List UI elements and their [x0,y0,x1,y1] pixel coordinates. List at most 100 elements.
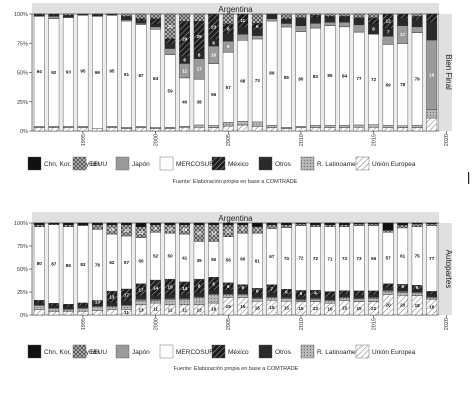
bar-segment [48,305,60,308]
bar-segment [324,224,336,227]
bar-segment [150,26,161,30]
data-label: 14 [153,285,159,290]
bar-segment [397,127,409,132]
bar-segment [397,222,409,226]
legend-swatch [258,344,273,359]
bar-segment [48,222,60,225]
bar-segment [426,22,438,41]
data-label: 79 [415,77,421,82]
data-label: 69 [386,82,392,87]
bar-segment [324,13,336,17]
data-label: 87 [138,73,144,78]
data-label: 6 [212,281,215,286]
bar-segment [339,17,350,23]
legend-swatch [355,344,370,359]
facet-strip-bottom [439,223,452,315]
data-label: 16 [327,307,333,312]
bar-segment [77,308,89,312]
y-axis-bottom: 0% 25% 50% 75% 100% [14,221,32,319]
bar-segment [426,117,438,132]
data-label: 74 [284,256,290,261]
bar-segment [222,294,234,298]
legend-swatch [211,156,226,171]
bar-segment [266,13,278,19]
title-strip-top [32,3,439,14]
data-label: 57 [386,256,392,261]
bar-segment [251,298,263,302]
data-label: 16 [211,52,217,57]
bar-segment [353,127,365,132]
legend-label: Japón [132,161,150,168]
bar-segment [353,222,365,225]
bar-segment [310,224,321,227]
bar-segment [266,18,278,22]
data-label: 86 [66,263,72,268]
legend-label: Unión Europea [372,349,416,356]
bars-bottom [33,222,438,316]
data-label: 85 [327,73,333,78]
data-label: 83 [80,262,86,267]
bar-segment [382,287,394,291]
bar-segment [339,297,350,301]
bar-segment [121,300,132,305]
bar-segment [411,13,423,17]
bar-segment [135,300,147,306]
bar-segment [295,18,307,26]
bar-segment [237,124,249,132]
bar-segment [48,311,60,316]
data-label: 72 [313,256,319,261]
bar-segment [208,125,220,128]
bar-segment [411,19,423,28]
bar-segment [62,311,74,316]
bar-segment [77,305,89,308]
bar-segment [33,309,45,316]
data-label: 11 [124,310,129,315]
bar-segment [426,297,438,300]
x-tick-label: 1995 [81,318,87,330]
data-label: 25 [197,34,203,39]
data-label: 72 [371,77,377,82]
data-label: 6 [416,285,419,290]
data-label: 7 [271,286,274,291]
data-label: 50 [138,258,144,263]
bar-segment [426,109,438,119]
data-label: 16 [429,305,435,310]
bar-segment [411,222,423,225]
bar-segment [266,224,278,229]
bar-segment [193,222,205,226]
bar-segment [121,222,132,226]
bar-segment [411,127,423,132]
bar-segment [179,13,191,22]
bar-segment [251,13,263,24]
bar-segment [121,17,132,21]
bar-segment [295,17,307,19]
legend-swatch [27,344,42,359]
legend-label: MERCOSUR [176,349,214,356]
data-label: 6 [300,291,303,296]
x-tick-label: 2020 [444,134,450,146]
y-tick-label: 75% [17,41,28,47]
bar-segment [77,222,89,226]
legend-label: MERCOSUR [176,161,214,168]
bar-segment [382,13,394,29]
bar-segment [48,14,60,17]
bar-segment [382,283,394,288]
data-label: 95 [80,68,86,73]
x-axis-top: 1995 2000 2005 2010 2015 2020 [81,131,450,146]
bar-segment [135,18,147,22]
bar-segment [310,23,321,29]
bar-segment [164,38,176,44]
data-label: 93 [66,70,72,75]
bar-segment [48,16,60,19]
data-label: 60 [240,256,246,261]
bar-segment [251,126,263,132]
bar-segment [33,13,45,16]
bar-segment [251,222,263,227]
bar-segment [164,222,176,226]
bar-segment [208,222,220,226]
facet-label-bottom: Autopartes [444,250,453,289]
bar-segment [411,26,423,33]
bar-segment [353,13,365,18]
bar-segment [251,121,263,127]
